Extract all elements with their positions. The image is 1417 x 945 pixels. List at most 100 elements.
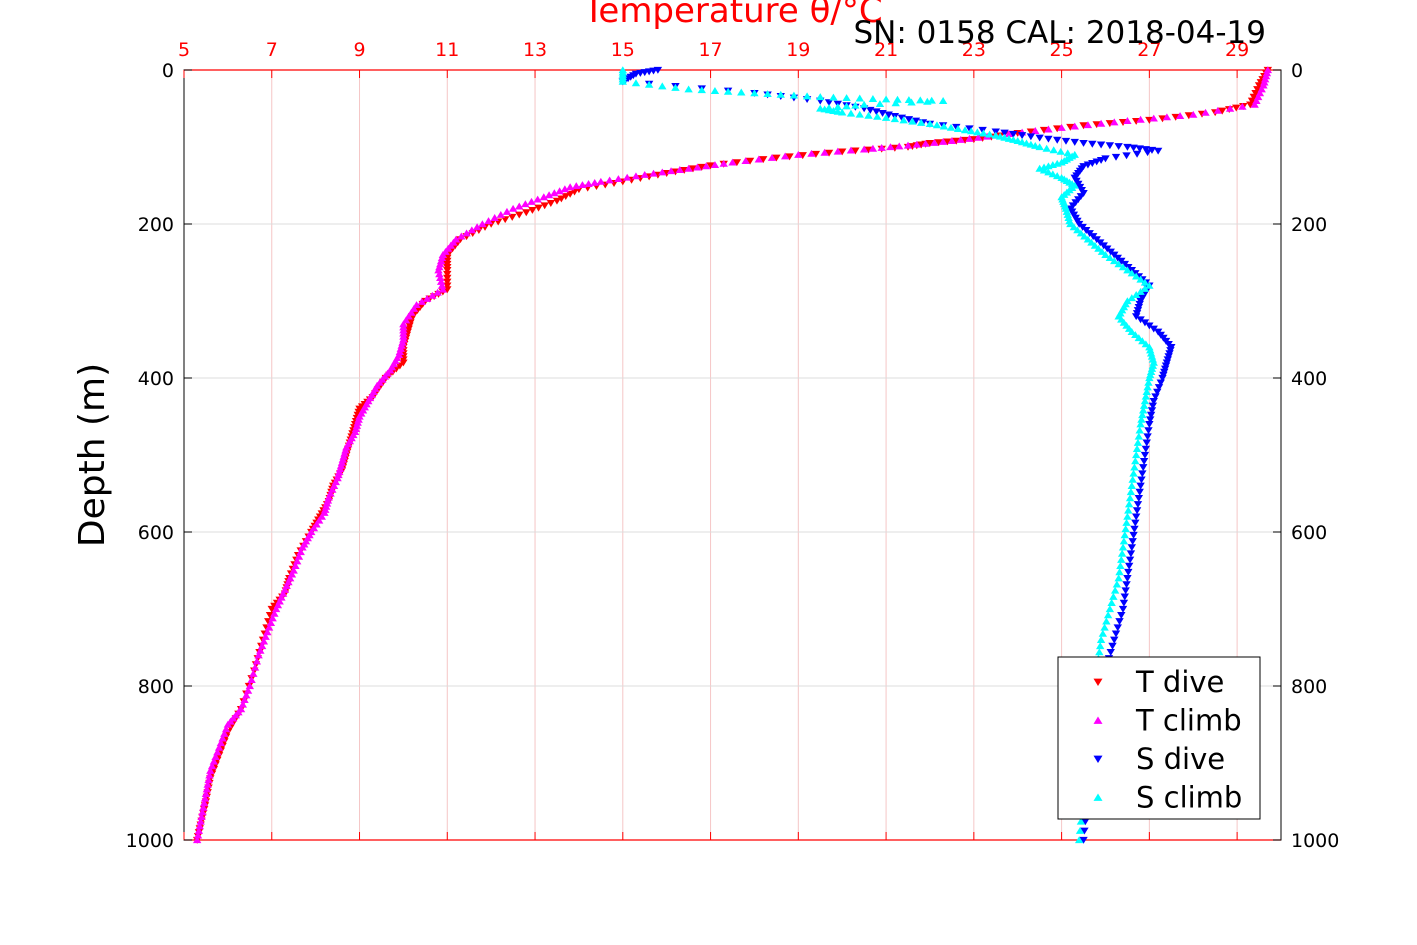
data-point bbox=[960, 136, 970, 144]
legend-box bbox=[1057, 656, 1261, 820]
data-point bbox=[1147, 407, 1157, 415]
data-point bbox=[1092, 121, 1101, 129]
data-point bbox=[640, 170, 649, 178]
data-point bbox=[1070, 122, 1079, 130]
data-point bbox=[605, 176, 614, 184]
data-point bbox=[478, 220, 487, 228]
data-point bbox=[1213, 106, 1223, 114]
x-tick-label: 17 bbox=[698, 39, 722, 61]
data-point bbox=[467, 226, 477, 234]
data-point bbox=[1083, 235, 1093, 243]
data-point bbox=[197, 813, 206, 821]
data-point bbox=[1138, 337, 1147, 345]
data-point bbox=[1137, 476, 1146, 484]
data-point bbox=[1127, 269, 1137, 277]
data-point bbox=[911, 117, 921, 125]
data-point bbox=[811, 150, 821, 158]
data-point bbox=[1175, 112, 1185, 120]
data-point bbox=[515, 211, 524, 219]
data-point bbox=[1119, 537, 1129, 545]
data-point bbox=[200, 794, 210, 802]
data-point bbox=[590, 178, 599, 186]
data-point bbox=[1107, 599, 1116, 606]
data-point bbox=[985, 130, 994, 138]
data-point bbox=[1137, 415, 1146, 423]
data-point bbox=[508, 204, 518, 212]
data-point bbox=[1149, 325, 1158, 333]
data-point bbox=[490, 214, 499, 221]
data-point bbox=[614, 175, 623, 183]
data-point bbox=[496, 210, 506, 218]
data-point bbox=[1218, 107, 1227, 115]
data-point bbox=[1049, 146, 1058, 154]
data-point bbox=[201, 790, 211, 797]
data-point bbox=[1140, 397, 1150, 405]
data-point bbox=[1131, 313, 1141, 321]
data-point bbox=[899, 116, 908, 124]
data-point bbox=[560, 185, 570, 193]
data-point bbox=[807, 149, 816, 157]
data-point bbox=[1127, 294, 1137, 302]
y-tick-label-right: 400 bbox=[1291, 368, 1327, 390]
legend-marker bbox=[1093, 678, 1103, 687]
legend-label: S dive bbox=[1136, 742, 1225, 776]
data-point bbox=[842, 102, 851, 110]
data-point bbox=[903, 141, 913, 149]
data-point bbox=[1118, 263, 1128, 271]
data-point bbox=[1111, 630, 1121, 638]
data-point bbox=[557, 195, 566, 203]
data-point bbox=[697, 86, 706, 94]
data-point bbox=[728, 158, 737, 166]
data-point bbox=[1053, 136, 1062, 144]
y-tick-label-left: 1000 bbox=[126, 830, 174, 852]
data-point bbox=[1075, 826, 1085, 834]
x-tick-label: 23 bbox=[962, 39, 986, 61]
data-point bbox=[578, 181, 587, 189]
data-point bbox=[1141, 340, 1151, 348]
data-point bbox=[921, 139, 930, 147]
data-point bbox=[824, 99, 834, 107]
data-point bbox=[1096, 642, 1105, 650]
data-point bbox=[759, 156, 768, 164]
x-tick-label: 9 bbox=[353, 39, 365, 61]
data-point bbox=[203, 780, 212, 788]
data-point bbox=[859, 145, 869, 153]
data-point bbox=[540, 202, 549, 210]
data-point bbox=[798, 152, 807, 160]
data-point bbox=[1136, 275, 1145, 283]
x-tick-label: 7 bbox=[266, 39, 278, 61]
data-point bbox=[1053, 172, 1062, 180]
data-point bbox=[1044, 168, 1053, 176]
data-point bbox=[842, 94, 851, 102]
data-point bbox=[816, 93, 825, 101]
data-point bbox=[199, 803, 208, 811]
data-point bbox=[1102, 617, 1111, 625]
data-point bbox=[1131, 451, 1141, 459]
data-point bbox=[1201, 108, 1210, 116]
data-point bbox=[785, 153, 794, 161]
data-point bbox=[1151, 393, 1160, 401]
data-point bbox=[1114, 574, 1123, 582]
data-point bbox=[1132, 150, 1142, 158]
data-point bbox=[1079, 140, 1088, 147]
data-point bbox=[1122, 518, 1131, 526]
x-tick-label: 27 bbox=[1137, 39, 1161, 61]
data-point bbox=[1105, 605, 1115, 613]
data-point bbox=[684, 164, 693, 172]
data-point bbox=[1123, 575, 1132, 582]
data-point bbox=[1124, 562, 1134, 570]
data-point bbox=[1116, 562, 1125, 570]
data-point bbox=[1139, 464, 1148, 472]
data-point bbox=[684, 85, 693, 93]
data-point bbox=[741, 157, 750, 165]
data-point bbox=[1123, 143, 1132, 151]
data-point bbox=[978, 126, 987, 134]
data-point bbox=[820, 148, 829, 156]
data-point bbox=[1113, 624, 1122, 632]
data-point bbox=[550, 189, 559, 197]
data-point bbox=[1144, 378, 1153, 386]
data-point bbox=[1130, 525, 1139, 533]
data-point bbox=[1147, 146, 1157, 154]
data-point bbox=[789, 91, 799, 99]
